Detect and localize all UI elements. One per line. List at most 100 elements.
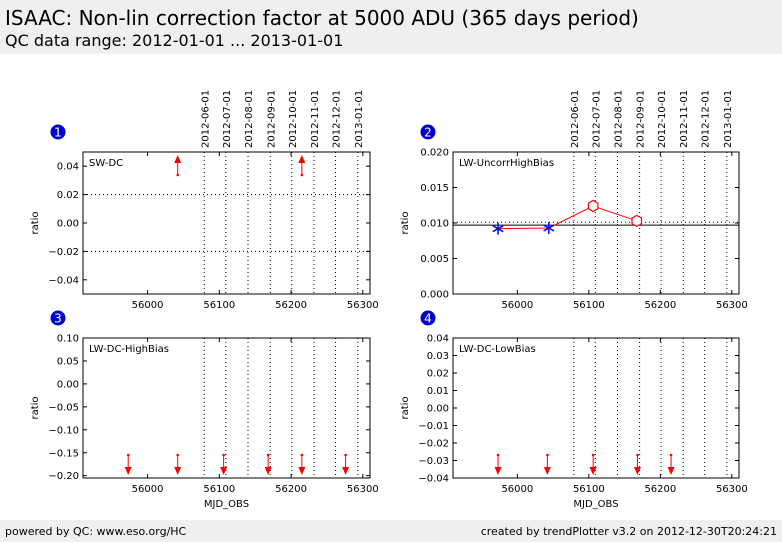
y-tick-label: 0.000 xyxy=(420,290,449,301)
date-label: 2012-12-01 xyxy=(701,90,712,148)
plot-panel-1: 56000 56100 56200 56300 0.04 0.02 0.00 −0.02 −0.… xyxy=(30,90,379,311)
arrow-dot xyxy=(176,453,180,457)
y-tick-label: 0.010 xyxy=(420,219,449,230)
y-tick-label: −0.15 xyxy=(48,448,79,459)
arrow-dot xyxy=(126,453,130,457)
y-axis-label: ratio xyxy=(400,211,411,234)
arrow-dot xyxy=(669,453,673,457)
panel-number-badge xyxy=(50,310,66,326)
data-point xyxy=(587,199,599,213)
date-label: 2013-01-01 xyxy=(723,90,734,148)
arrow-head xyxy=(298,467,306,475)
arrow-dot xyxy=(636,453,639,457)
arrow-head xyxy=(220,467,228,475)
date-label: 2012-07-01 xyxy=(222,90,233,148)
x-tick-label: 56200 xyxy=(275,484,307,495)
y-axis-label: ratio xyxy=(400,396,411,419)
date-label: 2012-10-01 xyxy=(288,90,299,148)
arrow-head xyxy=(494,467,502,475)
x-axis-label: MJD_OBS xyxy=(204,499,249,510)
y-tick-label: −0.01 xyxy=(418,421,449,432)
y-axis-label: ratio xyxy=(30,396,41,419)
footer-credit: powered by QC: www.eso.org/HC xyxy=(5,525,187,538)
date-label: 2012-10-01 xyxy=(657,90,668,148)
x-tick-label: 56200 xyxy=(644,300,676,311)
page-title: ISAAC: Non-lin correction factor at 5000… xyxy=(5,6,639,30)
date-label: 2012-11-01 xyxy=(310,90,321,148)
plot-frame xyxy=(82,151,371,295)
arrow-dot xyxy=(591,453,595,457)
y-tick-label: 0.00 xyxy=(57,379,79,390)
y-tick-label: −0.02 xyxy=(48,247,79,258)
y-tick-label: 0.02 xyxy=(427,369,449,380)
date-label: 2012-12-01 xyxy=(332,90,343,148)
header-band: ISAAC: Non-lin correction factor at 5000… xyxy=(0,0,782,54)
arrow-head xyxy=(667,467,675,475)
y-tick-label: 0.00 xyxy=(57,219,79,230)
y-tick-label: 0.04 xyxy=(427,334,449,345)
x-tick-label: 56000 xyxy=(501,484,533,495)
x-tick-label: 56100 xyxy=(203,300,235,311)
y-tick-label: −0.03 xyxy=(418,456,449,467)
offscale-arrow xyxy=(667,453,675,475)
x-axis-label: MJD_OBS xyxy=(573,499,618,510)
footer-band: powered by QC: www.eso.org/HC created by… xyxy=(0,520,782,542)
arrow-head xyxy=(264,467,272,475)
panel-number-badge xyxy=(420,124,436,140)
date-label: 2012-09-01 xyxy=(266,90,277,148)
y-tick-label: 0.05 xyxy=(57,356,79,367)
star-stroke xyxy=(492,225,504,233)
page-subtitle: QC data range: 2012-01-01 ... 2013-01-01 xyxy=(5,31,344,50)
x-tick-label: 56300 xyxy=(347,484,379,495)
data-point xyxy=(631,214,643,228)
plot-frame xyxy=(82,337,371,479)
arrow-head xyxy=(124,467,132,475)
arrow-dot xyxy=(300,453,304,457)
star-stroke xyxy=(543,224,555,232)
y-tick-label: −0.05 xyxy=(48,402,79,413)
x-tick-label: 56100 xyxy=(573,484,605,495)
arrow-head xyxy=(174,155,182,163)
plot-panel-4: 56000 56100 56200 56300 0.04 0.03 0.02 0.01 0.00… xyxy=(400,310,748,510)
panel-number: 3 xyxy=(54,312,62,326)
x-tick-label: 56000 xyxy=(132,484,164,495)
offscale-arrow xyxy=(174,155,182,177)
offscale-arrow xyxy=(124,453,132,475)
arrow-dot xyxy=(496,453,500,457)
arrow-head xyxy=(633,467,641,475)
offscale-arrow xyxy=(633,453,641,475)
offscale-arrow xyxy=(589,453,597,475)
x-tick-label: 56300 xyxy=(347,300,379,311)
arrow-dot xyxy=(266,453,270,457)
x-tick-label: 56100 xyxy=(203,484,235,495)
footer-created: created by trendPlotter v3.2 on 2012-12-… xyxy=(480,525,777,538)
date-label: 2012-06-01 xyxy=(200,90,211,148)
series-line xyxy=(497,205,637,230)
offscale-arrow xyxy=(264,453,272,475)
offscale-arrow xyxy=(543,453,551,475)
arrow-head xyxy=(174,467,182,475)
arrow-head xyxy=(298,155,306,163)
panel-label: LW-DC-LowBias xyxy=(459,344,536,355)
x-tick-label: 56300 xyxy=(716,484,748,495)
star-marker xyxy=(492,222,504,235)
panel-label: LW-DC-HighBias xyxy=(89,344,169,355)
offscale-arrow xyxy=(220,453,228,475)
arrow-dot xyxy=(176,173,180,177)
x-tick-label: 56300 xyxy=(716,300,748,311)
y-tick-label: −0.20 xyxy=(48,471,79,482)
arrow-dot xyxy=(344,453,347,457)
y-tick-label: 0.02 xyxy=(57,190,79,201)
plot-frame xyxy=(452,337,740,479)
offscale-arrow xyxy=(174,453,182,475)
date-label: 2012-08-01 xyxy=(244,90,255,148)
y-tick-label: 0.04 xyxy=(57,162,79,173)
y-tick-label: −0.10 xyxy=(48,425,79,436)
y-tick-label: 0.020 xyxy=(420,148,449,159)
y-tick-label: −0.04 xyxy=(418,474,449,485)
offscale-arrow xyxy=(298,453,306,475)
panel-number: 2 xyxy=(424,126,432,140)
date-label: 2013-01-01 xyxy=(354,90,365,148)
x-tick-label: 56100 xyxy=(573,300,605,311)
